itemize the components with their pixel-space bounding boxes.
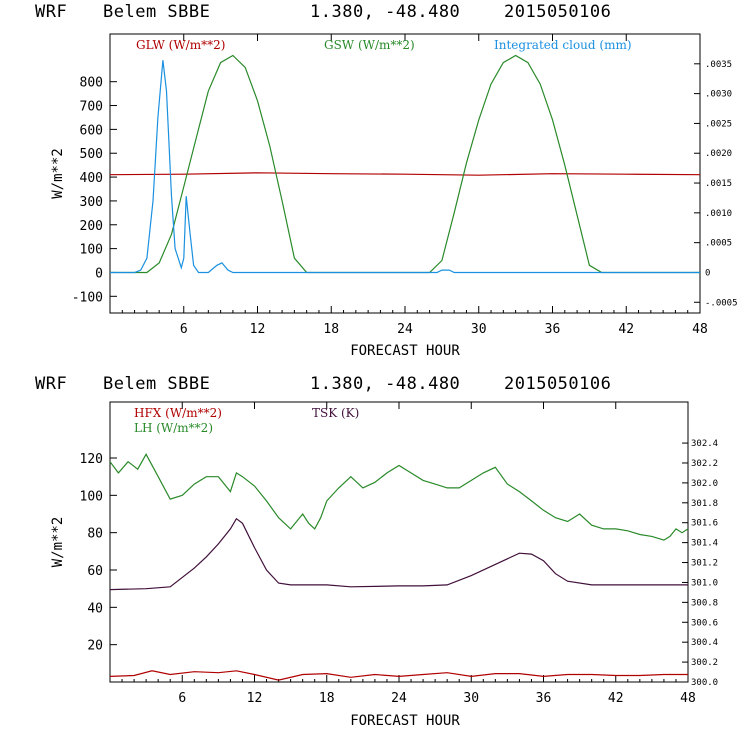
top-x-tick-label: 18: [323, 322, 339, 337]
top-x-tick-label: 6: [180, 322, 188, 337]
top-title-station: Belem SBBE: [103, 2, 211, 22]
bottom-title-coords: 1.380, -48.480: [310, 374, 461, 394]
bottom-x-tick-label: 18: [319, 691, 335, 706]
bottom-y2-tick-label: 301.0: [691, 578, 718, 588]
top-y2-tick-label: .0015: [705, 179, 732, 189]
top-y-tick-label: -100: [72, 290, 103, 305]
bottom-y2-tick-label: 300.6: [691, 618, 718, 628]
top-x-axis-label: FORECAST HOUR: [350, 343, 460, 359]
top-y-axis-label: W/m**2: [50, 148, 66, 199]
bottom-y2-tick-label: 300.2: [691, 658, 718, 668]
bottom-series-line-0: [109, 670, 688, 681]
top-y-tick-label: 500: [80, 147, 103, 162]
top-y-tick-label: 200: [80, 219, 103, 234]
bottom-chart: 6 12 18 24 30 36 42 48 20 40 60 80 100 120 300.0 300.2 3…: [50, 401, 718, 729]
bottom-x-tick-label: 48: [680, 691, 696, 706]
bottom-x-axis-label: FORECAST HOUR: [350, 713, 460, 729]
top-y-tick-label: 0: [95, 266, 103, 281]
top-legend-entry-1: GSW (W/m**2): [324, 38, 415, 52]
bottom-y2-tick-label: 300.0: [691, 678, 718, 688]
bottom-x-tick-label: 30: [463, 691, 479, 706]
top-y2-tick-label: 0: [705, 268, 710, 278]
top-title-date: 2015050106: [504, 2, 612, 22]
bottom-y-tick-label: 60: [87, 564, 103, 579]
top-title-coords: 1.380, -48.480: [310, 2, 461, 22]
bottom-title-date: 2015050106: [504, 374, 612, 394]
top-series-line-1: [110, 54, 700, 274]
bottom-y2-tick-label: 302.4: [691, 439, 718, 449]
bottom-x-tick-label: 36: [536, 691, 552, 706]
top-y-tick-label: 300: [80, 195, 103, 210]
top-y-tick-label: 800: [80, 76, 103, 91]
top-y2-tick-label: .0005: [705, 239, 732, 249]
bottom-series-line-2: [109, 517, 688, 591]
bottom-x-tick-label: 24: [391, 691, 407, 706]
bottom-y-tick-label: 100: [80, 489, 103, 504]
bottom-y2-tick-label: 300.4: [691, 638, 718, 648]
bottom-y2-tick-label: 301.8: [691, 499, 718, 509]
bottom-y-tick-label: 40: [87, 601, 103, 616]
top-legend-entry-0: GLW (W/m**2): [136, 38, 225, 52]
top-y2-tick-label: .0035: [705, 60, 732, 70]
bottom-x-tick-label: 42: [608, 691, 624, 706]
bottom-x-tick-label: 6: [178, 691, 186, 706]
bottom-y-tick-label: 80: [87, 527, 103, 542]
top-y-tick-label: 100: [80, 243, 103, 258]
bottom-y2-tick-label: 301.2: [691, 559, 718, 569]
top-chart: 6 12 18 24 30 36 42 48 -100 0 100 200 300 400 500 600 70…: [50, 33, 738, 359]
bottom-chart-title: WRF Belem SBBE 1.380, -48.480 2015050106: [0, 374, 740, 396]
bottom-legend-entry-2: TSK (K): [312, 406, 359, 420]
top-title-model: WRF: [35, 2, 68, 22]
bottom-title-model: WRF: [35, 374, 68, 394]
bottom-y-tick-label: 120: [80, 452, 103, 467]
top-series-line-2: [110, 60, 700, 274]
top-legend-entry-2: Integrated cloud (mm): [494, 38, 632, 52]
bottom-y-tick-label: 20: [87, 639, 103, 654]
top-y2-tick-label: -.0005: [705, 298, 738, 308]
bottom-legend-entry-1: LH (W/m**2): [134, 421, 213, 435]
bottom-series-line-1: [109, 453, 689, 541]
bottom-y2-tick-label: 300.8: [691, 598, 718, 608]
bottom-title-station: Belem SBBE: [103, 374, 211, 394]
bottom-legend-entry-0: HFX (W/m**2): [134, 406, 222, 420]
bottom-y2-tick-label: 301.4: [691, 539, 718, 549]
top-series-line-0: [109, 172, 701, 176]
top-y2-tick-label: .0030: [705, 90, 732, 100]
bottom-plot-frame: [109, 401, 689, 683]
top-x-tick-label: 30: [471, 322, 487, 337]
top-y-tick-label: 700: [80, 100, 103, 115]
bottom-x-tick-label: 12: [247, 691, 263, 706]
top-y-tick-label: 600: [80, 123, 103, 138]
top-x-tick-label: 12: [250, 322, 266, 337]
top-x-tick-label: 42: [618, 322, 634, 337]
top-x-tick-label: 48: [692, 322, 708, 337]
top-y2-tick-label: .0010: [705, 209, 732, 219]
bottom-y-axis-label: W/m**2: [50, 517, 66, 568]
top-y2-tick-label: .0020: [705, 149, 732, 159]
top-y2-tick-label: .0025: [705, 119, 732, 129]
bottom-y2-tick-label: 302.0: [691, 479, 718, 489]
top-y-tick-label: 400: [80, 171, 103, 186]
bottom-y2-tick-label: 301.6: [691, 519, 718, 529]
top-x-tick-label: 36: [545, 322, 561, 337]
bottom-y2-tick-label: 302.2: [691, 459, 718, 469]
top-chart-title: WRF Belem SBBE 1.380, -48.480 2015050106: [0, 2, 740, 24]
top-x-tick-label: 24: [397, 322, 413, 337]
